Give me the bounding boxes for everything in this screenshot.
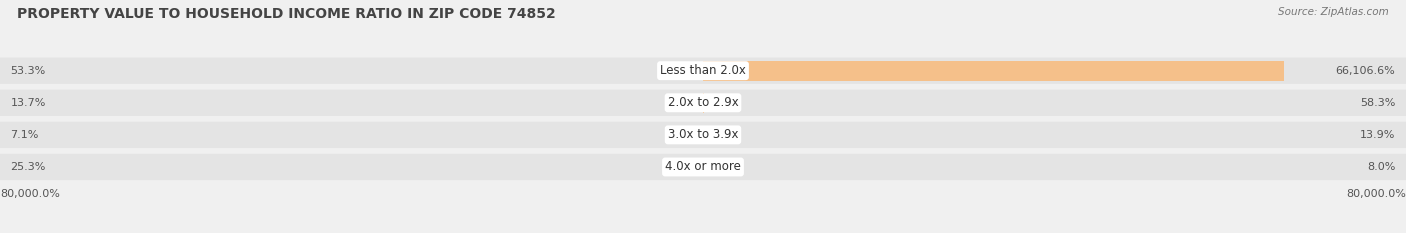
Text: 80,000.0%: 80,000.0% — [0, 189, 60, 199]
FancyBboxPatch shape — [0, 154, 1406, 180]
Text: 7.1%: 7.1% — [10, 130, 39, 140]
Text: Less than 2.0x: Less than 2.0x — [659, 64, 747, 77]
Text: 8.0%: 8.0% — [1367, 162, 1395, 172]
FancyBboxPatch shape — [0, 58, 1406, 84]
Text: 25.3%: 25.3% — [10, 162, 46, 172]
Text: 66,106.6%: 66,106.6% — [1336, 66, 1395, 76]
Text: 80,000.0%: 80,000.0% — [1346, 189, 1406, 199]
Text: 2.0x to 2.9x: 2.0x to 2.9x — [668, 96, 738, 109]
Bar — [703, 61, 1284, 81]
Text: 13.9%: 13.9% — [1360, 130, 1395, 140]
FancyBboxPatch shape — [0, 90, 1406, 116]
Text: 58.3%: 58.3% — [1360, 98, 1395, 108]
Text: 3.0x to 3.9x: 3.0x to 3.9x — [668, 128, 738, 141]
Text: 13.7%: 13.7% — [10, 98, 46, 108]
Text: 53.3%: 53.3% — [10, 66, 46, 76]
FancyBboxPatch shape — [0, 122, 1406, 148]
Text: 4.0x or more: 4.0x or more — [665, 161, 741, 174]
Text: Source: ZipAtlas.com: Source: ZipAtlas.com — [1278, 7, 1389, 17]
Text: PROPERTY VALUE TO HOUSEHOLD INCOME RATIO IN ZIP CODE 74852: PROPERTY VALUE TO HOUSEHOLD INCOME RATIO… — [17, 7, 555, 21]
